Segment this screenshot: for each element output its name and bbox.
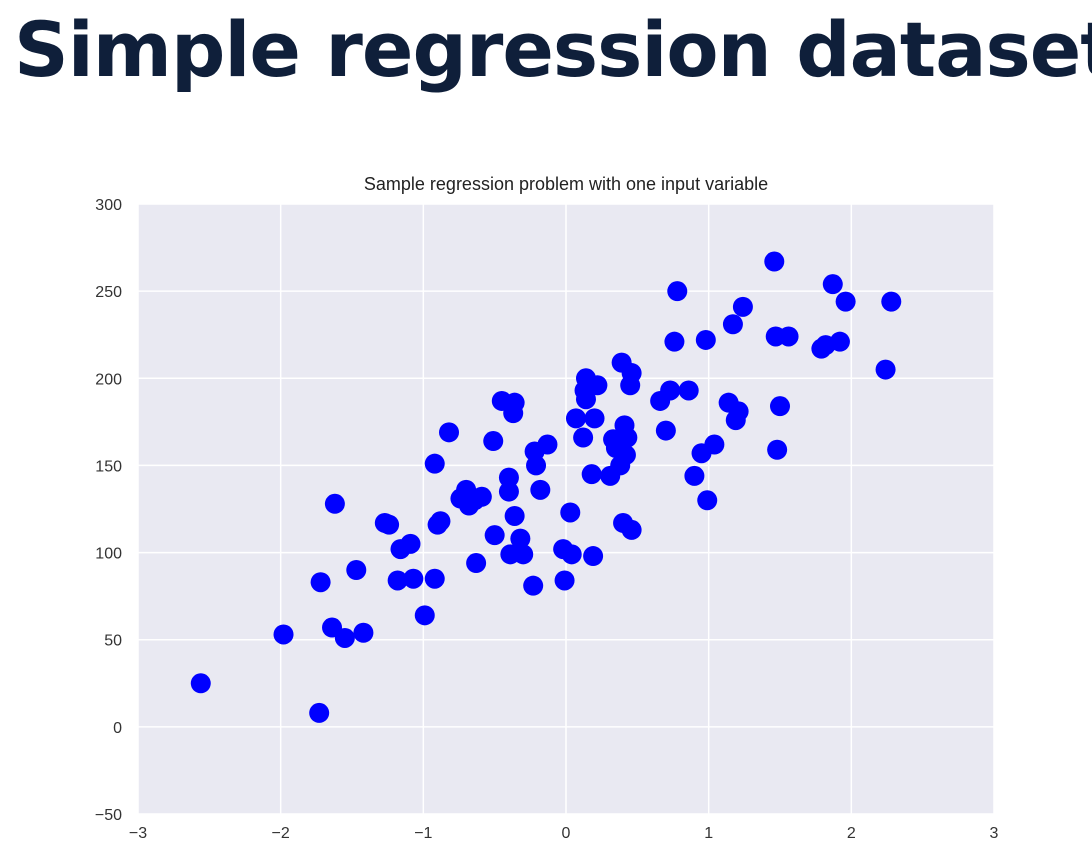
data-point [778,326,799,347]
data-point [466,553,487,574]
data-point [575,389,596,410]
data-point [667,281,688,302]
data-point [561,544,582,565]
data-point [334,627,355,648]
data-point [471,486,492,507]
data-point [587,375,608,396]
data-point [537,434,558,455]
x-tick-label: −3 [129,825,147,842]
data-point [829,331,850,352]
data-point [483,431,504,452]
y-tick-label: 0 [113,720,122,737]
x-tick-label: −2 [272,825,290,842]
data-point [484,525,505,546]
data-point [655,420,676,441]
data-point [310,572,331,593]
x-tick-label: 2 [847,825,856,842]
data-point [498,467,519,488]
data-point [660,380,681,401]
data-point [513,544,534,565]
data-point [400,533,421,554]
data-point [424,568,445,589]
chart-container: −3 −2 −1 0 1 2 3 −50 0 50 100 150 200 250 300 Sample r… [0,160,1092,856]
data-point [617,427,638,448]
data-point [722,314,743,335]
data-point [387,570,408,591]
data-point [190,673,211,694]
x-tick-label: 3 [990,825,999,842]
data-point [439,422,460,443]
data-point [583,546,604,567]
data-point [324,493,345,514]
data-point [424,453,445,474]
data-point [504,505,525,526]
data-point [664,331,685,352]
y-tick-label: 150 [95,458,122,475]
y-tick-label: 200 [95,371,122,388]
data-point [835,291,856,312]
data-point [530,479,551,500]
y-tick-label: 250 [95,284,122,301]
data-point [504,392,525,413]
data-point [728,401,749,422]
data-point [704,434,725,455]
data-point [881,291,902,312]
data-point [678,380,699,401]
scatter-chart: −3 −2 −1 0 1 2 3 −50 0 50 100 150 200 250 300 Sample r… [95,174,999,842]
data-point [822,274,843,295]
data-point [273,624,294,645]
data-point [560,502,581,523]
data-point [353,622,374,643]
data-point [346,560,367,580]
data-point [770,396,790,417]
data-point [554,570,575,591]
data-point [584,408,605,429]
y-tick-label: 100 [95,546,122,563]
data-point [379,514,400,535]
data-point [573,427,594,448]
data-point [697,490,718,511]
x-tick-label: 1 [704,825,713,842]
data-point [430,511,451,532]
y-tick-label: 300 [95,197,122,214]
data-points [190,251,902,723]
data-point [621,519,642,540]
data-point [695,329,716,350]
data-point [581,464,602,485]
chart-title: Sample regression problem with one input… [364,174,768,194]
data-point [498,481,519,502]
data-point [403,568,424,589]
data-point [732,296,753,317]
data-point [615,444,636,465]
data-point [309,702,330,723]
data-point [767,439,788,460]
y-tick-label: −50 [95,807,122,824]
slide-title: Simple regression dataset [14,5,1092,94]
tick-labels: −3 −2 −1 0 1 2 3 −50 0 50 100 150 200 250 300 [95,197,999,842]
data-point [526,455,547,476]
data-point [684,465,705,486]
data-point [621,363,642,384]
data-point [523,575,544,596]
data-point [565,408,586,429]
data-point [510,528,531,549]
y-tick-label: 50 [104,633,122,650]
data-point [875,359,896,380]
data-point [414,605,435,626]
x-tick-label: 0 [562,825,571,842]
data-point [764,251,785,272]
x-tick-label: −1 [414,825,432,842]
